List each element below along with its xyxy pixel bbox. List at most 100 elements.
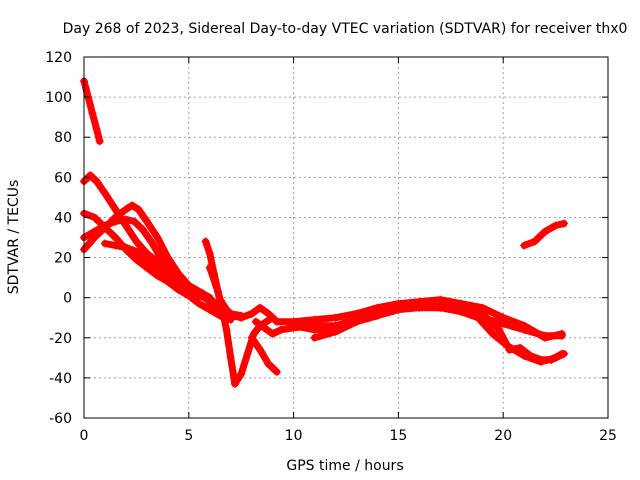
data-point <box>488 329 497 338</box>
data-point <box>394 301 403 310</box>
data-point <box>415 299 424 308</box>
data-point <box>264 309 273 318</box>
data-point <box>216 295 225 304</box>
data-point <box>289 321 298 330</box>
data-point <box>222 325 231 334</box>
y-tick-label: -60 <box>49 411 72 427</box>
data-point <box>268 329 277 338</box>
data-point <box>495 325 504 334</box>
data-point <box>264 359 273 368</box>
data-point <box>134 205 143 214</box>
plot-frame <box>83 56 609 419</box>
data-point <box>205 249 214 258</box>
data-point <box>163 253 172 262</box>
data-point <box>331 313 340 322</box>
data-point <box>222 305 231 314</box>
data-point <box>142 257 151 266</box>
data-point <box>138 225 147 234</box>
data-point <box>228 311 237 320</box>
data-point <box>247 333 256 342</box>
data-point <box>520 351 529 360</box>
series-track-6 <box>100 239 193 296</box>
y-tick-label: 20 <box>54 251 72 267</box>
data-point <box>111 205 120 214</box>
data-point <box>100 189 109 198</box>
data-point <box>260 323 269 332</box>
data-point <box>499 319 508 328</box>
data-point <box>174 279 183 288</box>
data-point <box>121 205 130 214</box>
data-point <box>310 325 319 334</box>
chart-title: Day 268 of 2023, Sidereal Day-to-day VTE… <box>63 21 628 37</box>
data-point <box>520 325 529 334</box>
data-point <box>310 333 319 342</box>
data-point <box>128 201 137 210</box>
data-point <box>551 353 560 362</box>
y-tick-label: 0 <box>63 291 72 307</box>
data-point <box>559 219 568 228</box>
series-track-8 <box>205 263 566 342</box>
data-point <box>121 215 130 224</box>
series-trace <box>206 264 566 342</box>
y-axis-title: SDTVAR / TECUs <box>6 180 22 295</box>
y-tick-label: -20 <box>49 331 72 347</box>
data-point <box>86 171 95 180</box>
data-layer <box>80 77 568 388</box>
data-point <box>373 305 382 314</box>
x-tick-label: 5 <box>184 428 193 444</box>
data-point <box>559 349 568 358</box>
data-point <box>205 293 214 302</box>
data-point <box>90 213 99 222</box>
y-tick-label: 120 <box>45 50 72 66</box>
series-track-9 <box>247 333 281 376</box>
data-point <box>132 247 141 256</box>
data-point <box>100 221 109 230</box>
data-point <box>536 357 545 366</box>
data-point <box>142 217 151 226</box>
data-point <box>201 237 210 246</box>
data-point <box>132 255 141 264</box>
x-axis-title: GPS time / hours <box>286 458 403 474</box>
data-point <box>111 217 120 226</box>
data-point <box>520 241 529 250</box>
x-tick-label: 20 <box>494 428 512 444</box>
data-point <box>436 299 445 308</box>
data-point <box>163 271 172 280</box>
y-tick-label: -40 <box>49 371 72 387</box>
series-track-12 <box>310 299 566 342</box>
y-tick-label: 60 <box>54 170 72 186</box>
data-point <box>92 125 101 134</box>
data-point <box>92 177 101 186</box>
data-point <box>153 233 162 242</box>
data-point <box>130 217 139 226</box>
data-point <box>90 227 99 236</box>
data-point <box>88 109 97 118</box>
data-point <box>195 287 204 296</box>
data-point <box>121 243 130 252</box>
data-point <box>272 367 281 376</box>
axis-ticks: 0 5 10 15 20 25 -60 -40 -20 0 20 40 60 80 100 120 <box>45 50 617 444</box>
data-point <box>277 325 286 334</box>
y-tick-label: 100 <box>45 90 72 106</box>
data-point <box>251 317 260 326</box>
data-point <box>95 137 104 146</box>
data-point <box>247 309 256 318</box>
data-point <box>111 233 120 242</box>
data-point <box>352 317 361 326</box>
x-tick-label: 0 <box>80 428 89 444</box>
data-point <box>557 331 566 340</box>
series-track-13 <box>520 219 568 250</box>
series-trace <box>80 215 214 302</box>
data-point <box>457 305 466 314</box>
y-tick-label: 40 <box>54 210 72 226</box>
data-point <box>503 341 512 350</box>
x-tick-label: 25 <box>599 428 617 444</box>
data-point <box>331 327 340 336</box>
data-point <box>111 241 120 250</box>
data-point <box>237 313 246 322</box>
data-point <box>100 239 109 248</box>
data-point <box>226 353 235 362</box>
data-point <box>184 287 193 296</box>
series-trace <box>248 334 281 376</box>
